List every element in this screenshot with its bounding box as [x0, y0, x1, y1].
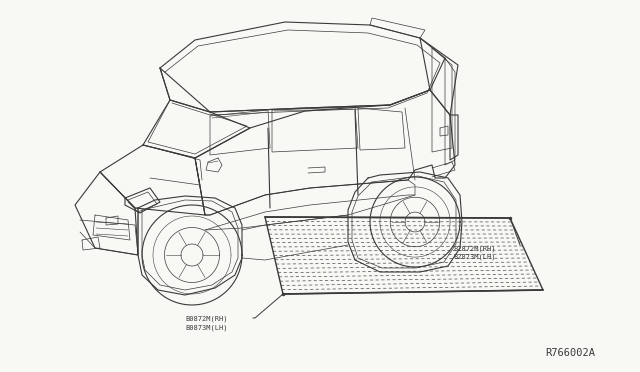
Text: 82872M(RH): 82872M(RH) [453, 245, 495, 251]
Text: R766002A: R766002A [545, 348, 595, 358]
Text: 82873M(LH): 82873M(LH) [453, 253, 495, 260]
Text: B0872M(RH): B0872M(RH) [185, 316, 227, 323]
Text: B0873M(LH): B0873M(LH) [185, 324, 227, 331]
